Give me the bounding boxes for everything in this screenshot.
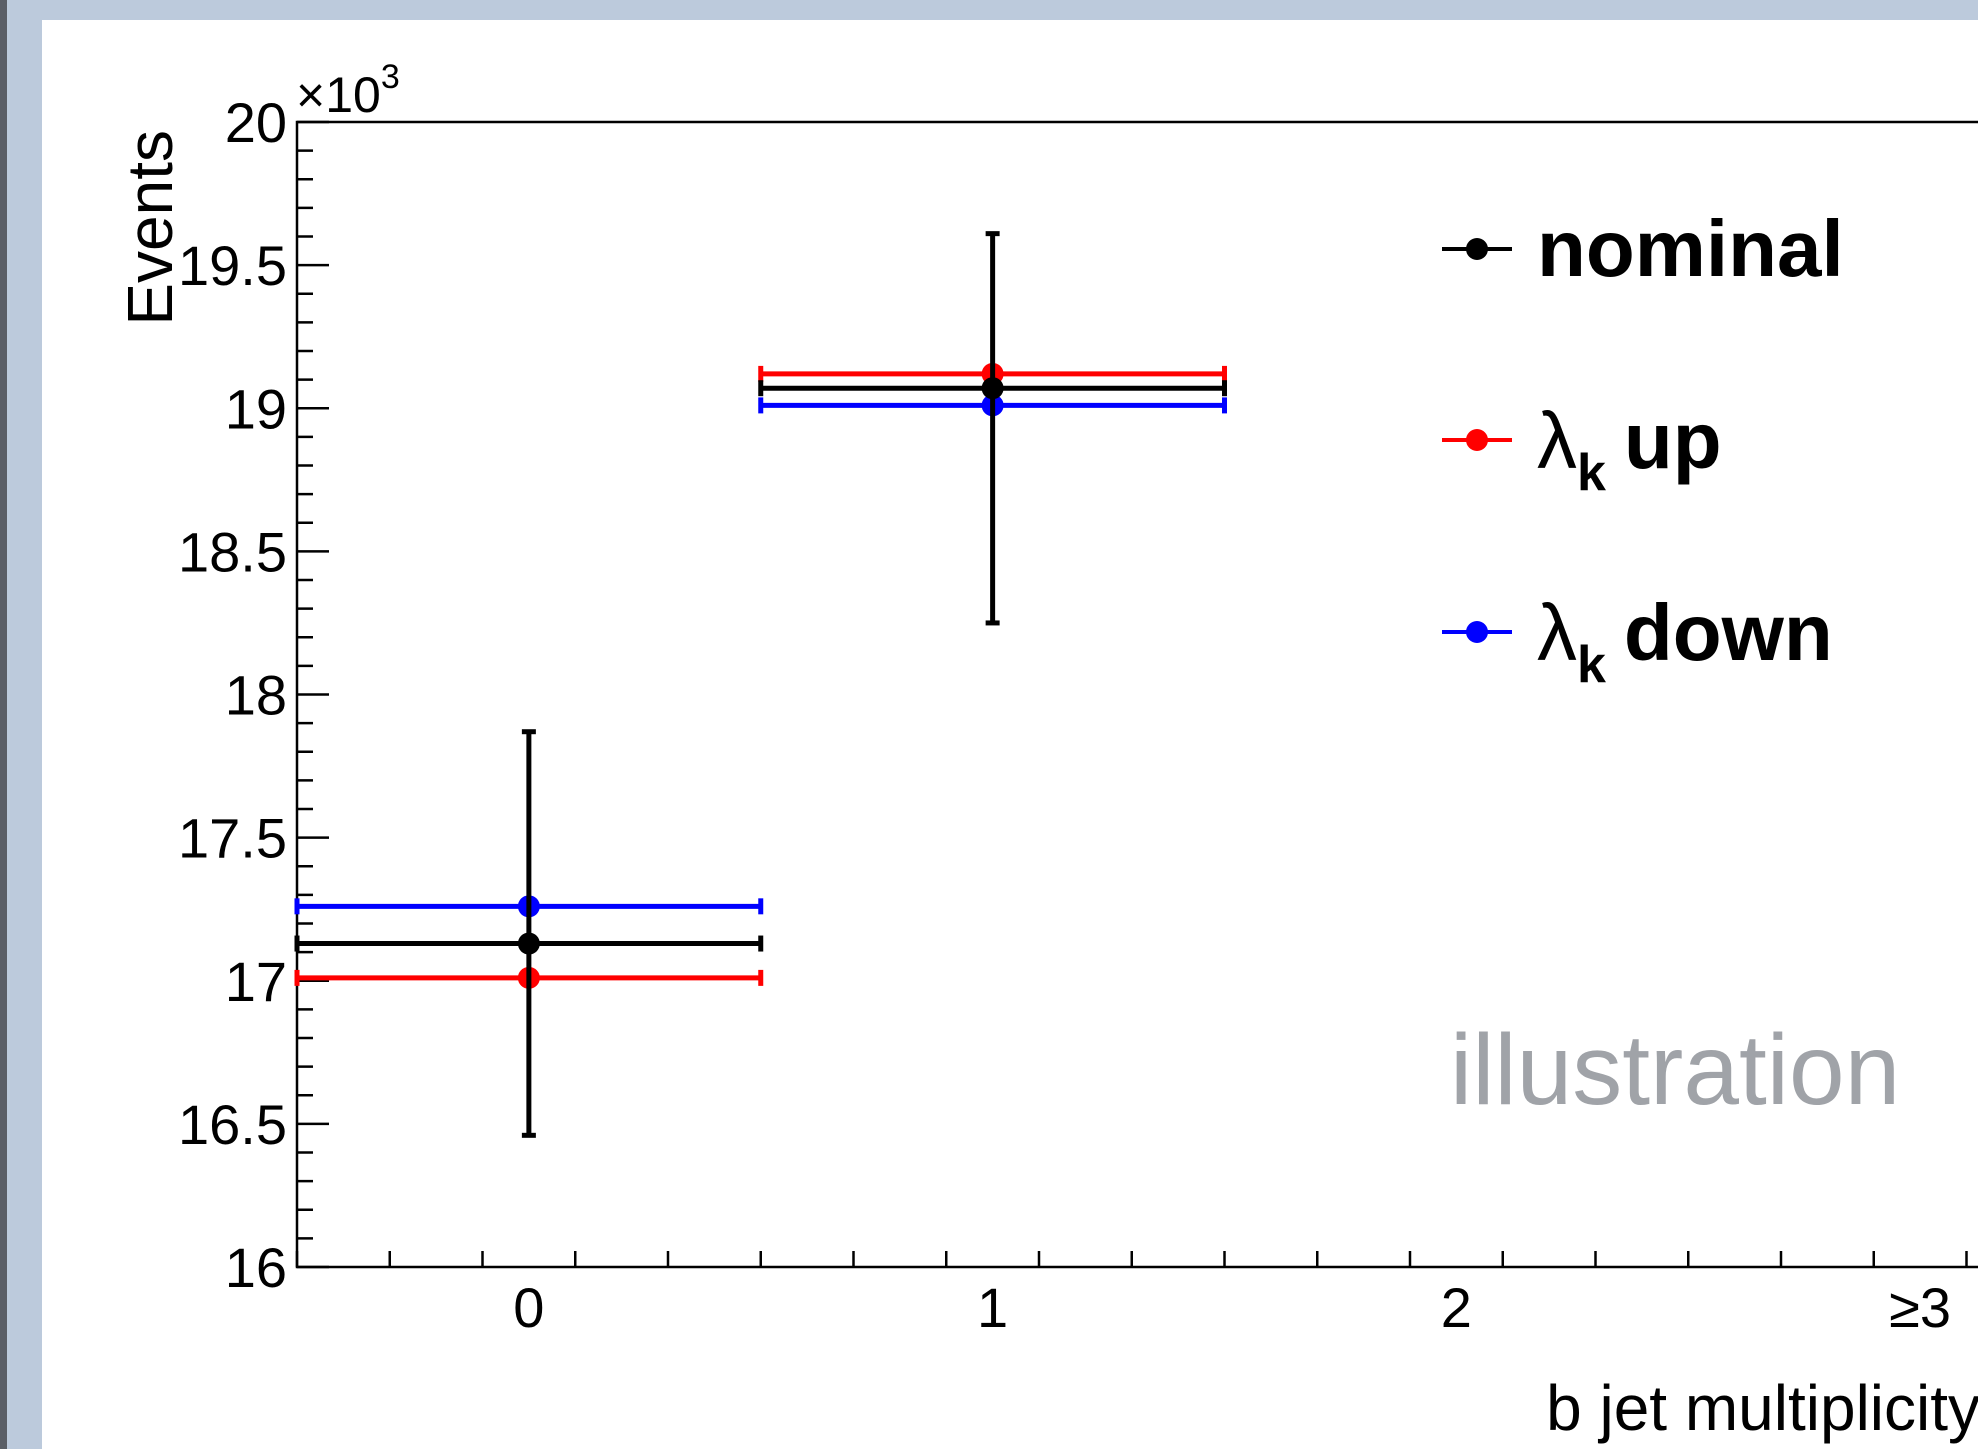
y-tick-label: 16.5: [178, 1093, 287, 1156]
legend-label-lambda-up: λk up: [1537, 396, 1722, 502]
legend-entry-nominal: nominal: [1442, 204, 1844, 293]
series-nominal: [294, 231, 1227, 1138]
y-multiplier-exponent: 3: [381, 58, 400, 96]
y-tick-label: 19.5: [178, 234, 287, 297]
axis-ticks: 16 16.5 17 17.5 18 18.5 19 19.5 20 0 1 2 ≥3: [178, 91, 1968, 1339]
x-tick-label: 0: [513, 1276, 544, 1339]
data-series: [294, 231, 1227, 1138]
plot-canvas: 16 16.5 17 17.5 18 18.5 19 19.5 20 0 1 2 ≥3 ×103 Eve…: [42, 20, 1978, 1449]
y-multiplier-label: ×103: [296, 58, 400, 123]
series-λk-down: [294, 394, 1227, 918]
series-λk-up: [294, 362, 1227, 989]
data-point: [981, 377, 1004, 400]
y-tick-label: 18: [225, 664, 287, 727]
y-tick-label: 17: [225, 950, 287, 1013]
data-point: [517, 932, 540, 955]
legend-marker-dot-nominal: [1466, 238, 1488, 260]
x-axis-title: b jet multiplicity: [1546, 1372, 1978, 1444]
legend-label-nominal: nominal: [1537, 204, 1844, 293]
y-axis-title: Events: [114, 130, 186, 326]
legend-marker-dot-lambda-up: [1466, 429, 1488, 451]
legend-entry-lambda-down: λk down: [1442, 588, 1833, 694]
x-tick-label: ≥3: [1889, 1276, 1951, 1339]
window-edge: [0, 0, 7, 1449]
y-tick-label: 19: [225, 377, 287, 440]
x-tick-label: 1: [977, 1276, 1008, 1339]
legend-entry-lambda-up: λk up: [1442, 396, 1722, 502]
chart: 16 16.5 17 17.5 18 18.5 19 19.5 20 0 1 2 ≥3 ×103 Eve…: [114, 58, 1978, 1444]
legend-label-lambda-down: λk down: [1537, 588, 1833, 694]
y-tick-label: 20: [225, 91, 287, 154]
legend-marker-dot-lambda-down: [1466, 621, 1488, 643]
y-tick-label: 18.5: [178, 520, 287, 583]
x-tick-label: 2: [1441, 1276, 1472, 1339]
y-multiplier-base: ×10: [296, 67, 381, 123]
illustration-annotation: illustration: [1450, 1014, 1900, 1126]
y-tick-label: 17.5: [178, 807, 287, 870]
legend: nominal λk up λk down: [1442, 204, 1844, 694]
y-tick-label: 16: [225, 1236, 287, 1299]
